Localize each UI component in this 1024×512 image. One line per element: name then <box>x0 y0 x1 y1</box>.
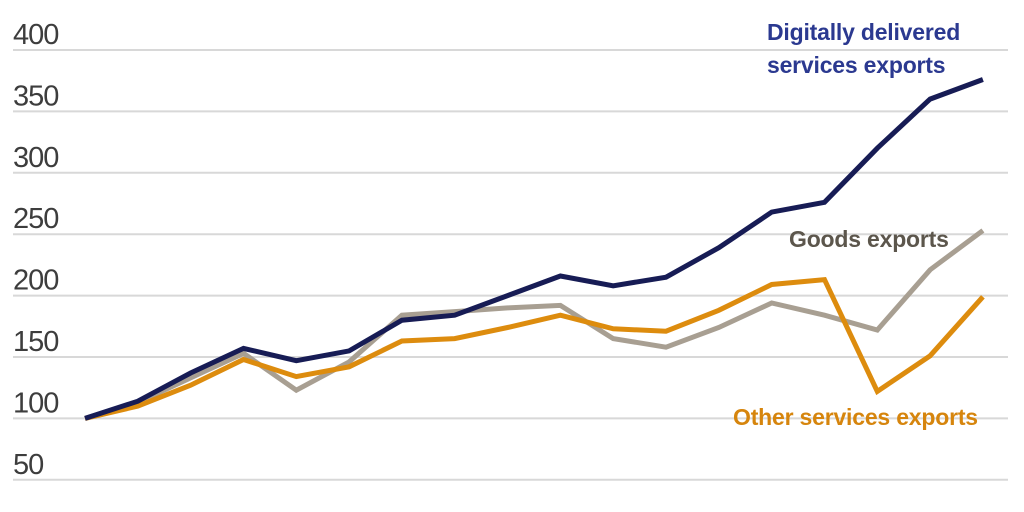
y-tick-label: 100 <box>13 387 58 419</box>
y-tick-label: 50 <box>13 449 43 481</box>
series-label-digitally-delivered-services-exports: Digitally delivered services exports <box>767 19 961 78</box>
series-lines <box>84 77 985 421</box>
series-label-other-services-exports: Other services exports <box>733 404 978 430</box>
y-tick-label: 400 <box>13 19 58 51</box>
y-tick-label: 300 <box>13 142 58 174</box>
y-tick-label: 250 <box>13 203 58 235</box>
y-tick-label: 200 <box>13 265 58 297</box>
y-axis-tick-labels: 400 350 300 250 200 150 100 50 <box>13 19 59 481</box>
y-tick-label: 350 <box>13 80 58 112</box>
digitally-delivered-services-exports-line <box>84 77 984 421</box>
goods-exports-line <box>84 228 985 421</box>
other-services-exports-line <box>84 276 985 421</box>
series-label-goods-exports: Goods exports <box>789 226 949 252</box>
y-tick-label: 150 <box>13 326 58 358</box>
